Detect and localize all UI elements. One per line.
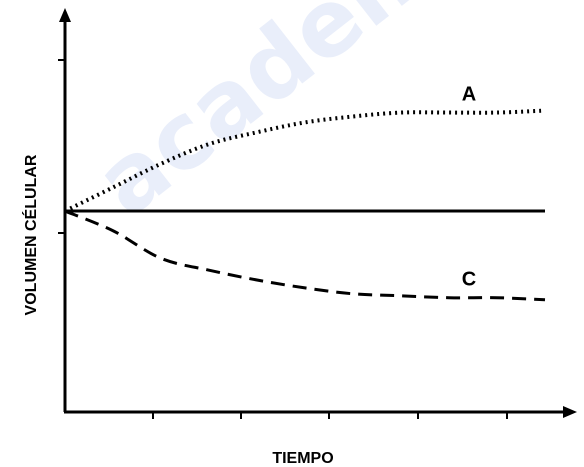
y-axis-title: VOLUMEN CÉLULAR bbox=[21, 154, 40, 315]
series-line-c bbox=[64, 209, 546, 302]
y-axis-arrow bbox=[59, 8, 71, 22]
series-labels: A B C bbox=[0, 0, 476, 291]
series-line-a bbox=[64, 108, 546, 213]
axes bbox=[58, 8, 577, 419]
y-ticks bbox=[58, 59, 65, 234]
x-axis-title: TIEMPO bbox=[272, 450, 333, 467]
watermark-text: academia bbox=[76, 0, 533, 237]
x-ticks bbox=[152, 412, 508, 419]
series-label-b: B bbox=[0, 0, 7, 5]
series-label-a: A bbox=[462, 84, 476, 106]
series-label-c: C bbox=[462, 269, 476, 291]
x-axis-arrow bbox=[563, 406, 577, 418]
series-layer bbox=[64, 108, 546, 302]
